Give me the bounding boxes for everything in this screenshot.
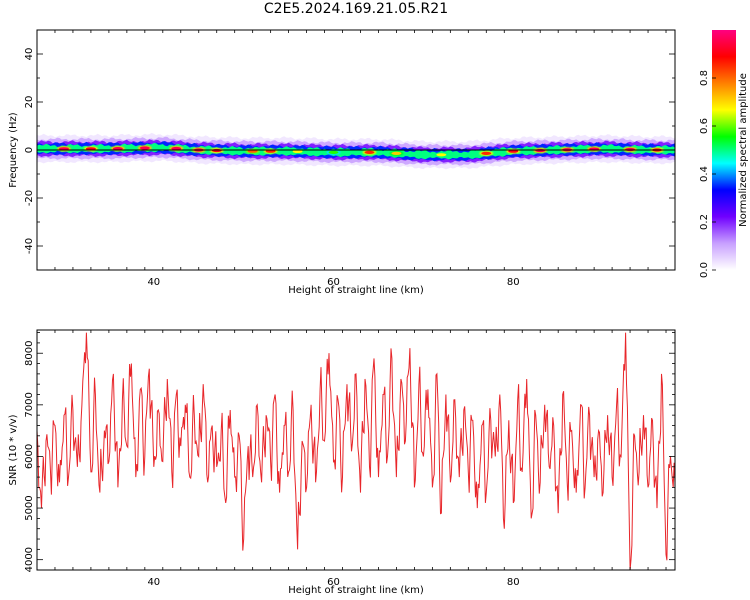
y-tick-label: 7000 [24, 392, 35, 417]
colorbar-tick-label: 0.2 [699, 214, 710, 230]
bottom-y-ticks: 4000 5000 6000 7000 8000 [24, 332, 675, 572]
y-tick-label: 5000 [24, 495, 35, 520]
x-tick-label: 80 [507, 277, 520, 288]
spectrogram-hotspot-core [436, 153, 447, 157]
colorbar-tick-label: 0.6 [699, 118, 710, 134]
spectrogram-layer [37, 143, 675, 160]
x-tick-label: 60 [327, 577, 340, 588]
x-tick-label: 40 [147, 577, 160, 588]
y-tick-label: 4000 [24, 547, 35, 572]
y-tick-label: 0 [24, 147, 35, 153]
spectrogram-panel: 40 60 80 -40 -20 0 20 40 Height of straight li… [8, 29, 676, 296]
bottom-plot-frame [36, 329, 676, 571]
spectrogram-hotspot-core [171, 146, 182, 151]
bottom-x-axis-label: Height of straight line (km) [288, 585, 424, 596]
spectrogram-hotspot-core [364, 150, 375, 154]
colorbar: 0.0 0.2 0.4 0.6 0.8 Normalized spectral ampl… [699, 30, 749, 278]
y-tick-label: 6000 [24, 444, 35, 469]
x-tick-label: 60 [327, 277, 340, 288]
bottom-x-ticks: 40 60 80 [36, 330, 667, 588]
top-y-axis-label: Frequency (Hz) [8, 112, 19, 188]
y-tick-label: -40 [24, 238, 35, 254]
y-tick-label: 40 [24, 48, 35, 61]
colorbar-label: Normalized spectral amplitude [738, 73, 749, 227]
colorbar-tick-label: 0.0 [699, 262, 710, 278]
x-tick-label: 80 [507, 577, 520, 588]
y-tick-label: 20 [24, 96, 35, 109]
colorbar-tick-label: 0.4 [699, 166, 710, 182]
snr-panel: 40 60 80 4000 5000 6000 7000 8000 Height of st… [8, 329, 676, 596]
spectrogram-hotspot-core [112, 147, 123, 151]
top-x-axis-label: Height of straight line (km) [288, 285, 424, 296]
spectrogram-hotspot-core [328, 150, 339, 154]
snr-series-line [37, 332, 675, 570]
top-y-ticks: -40 -20 0 20 40 [24, 29, 675, 271]
x-tick-label: 40 [147, 277, 160, 288]
y-tick-label: 8000 [24, 340, 35, 365]
bottom-y-axis-label: SNR (10 * v/v) [8, 414, 19, 485]
colorbar-tick-label: 0.8 [699, 70, 710, 86]
figure-title: C2E5.2024.169.21.05.R21 [263, 1, 449, 17]
spectrogram-heatmap [37, 132, 675, 170]
colorbar-scale [712, 30, 736, 270]
y-tick-label: -20 [24, 190, 35, 206]
colorbar-ticks: 0.0 0.2 0.4 0.6 0.8 [699, 70, 716, 278]
spectrogram-hotspot-core [139, 146, 150, 150]
spectrogram-hotspot-core [292, 149, 303, 154]
spectrogram-hotspot-core [391, 151, 402, 155]
spectrogram-hotspot-core [481, 151, 492, 155]
top-x-ticks: 40 60 80 [36, 30, 667, 288]
